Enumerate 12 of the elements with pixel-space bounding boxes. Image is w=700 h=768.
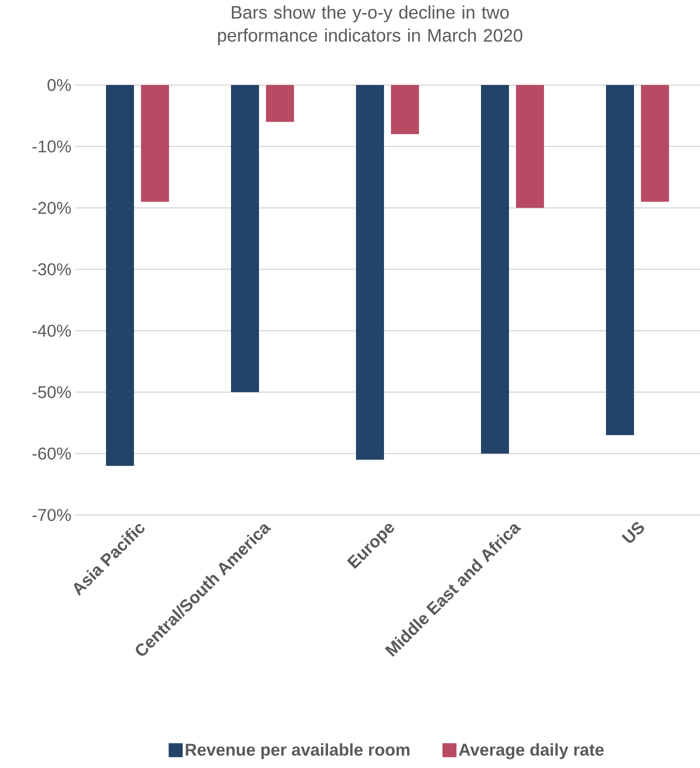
x-tick-label: US [622, 522, 644, 543]
y-tick-label: -60% [32, 448, 71, 460]
y-tick-label: -10% [32, 140, 71, 152]
y-tick-label: -70% [32, 508, 71, 522]
chart-title: Bars show the y-o-y decline in two performance indicators in March 2020 [218, 6, 522, 46]
y-tick-label: -30% [32, 263, 71, 276]
y-tick-label: -20% [32, 202, 71, 214]
legend-label: Revenue per available room [186, 743, 410, 760]
y-tick-label: -50% [32, 386, 71, 398]
legend-label: Average daily rate [458, 743, 604, 760]
y-tick-label: -40% [32, 324, 71, 337]
y-tick-label: 0% [48, 78, 71, 92]
